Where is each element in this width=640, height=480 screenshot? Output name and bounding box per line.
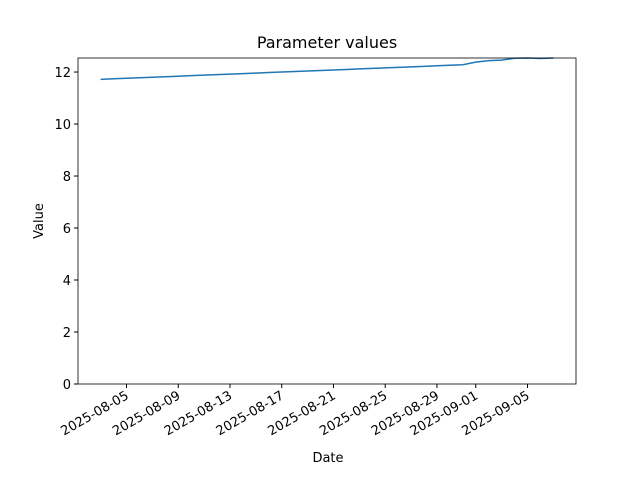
y-axis-label: Value <box>32 203 47 239</box>
y-tick-label: 6 <box>63 222 71 237</box>
x-axis-label: Date <box>312 451 343 466</box>
line <box>100 57 554 81</box>
plot-frame <box>77 57 577 385</box>
y-tick-label: 0 <box>63 378 71 393</box>
y-tick-label: 12 <box>54 66 71 81</box>
y-tick-label: 10 <box>54 118 71 133</box>
y-tick-label: 4 <box>63 274 71 289</box>
chart-title: Parameter values <box>257 33 397 52</box>
y-tick-label: 2 <box>63 326 71 341</box>
y-tick-label: 8 <box>63 170 71 185</box>
